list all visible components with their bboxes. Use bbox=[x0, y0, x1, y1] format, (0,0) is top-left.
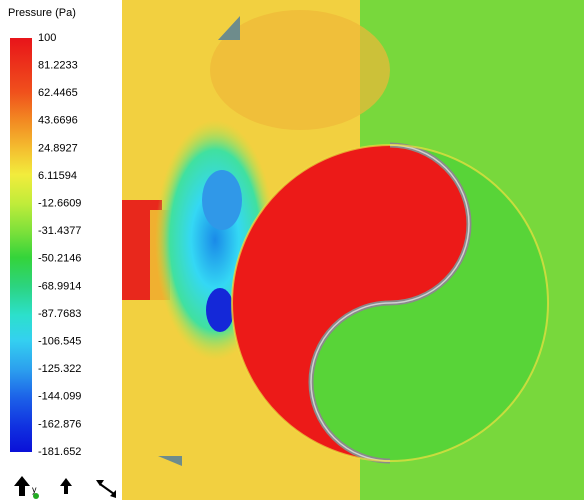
color-bar bbox=[10, 38, 32, 452]
axis-triad: y bbox=[14, 476, 116, 499]
legend-label: -162.876 bbox=[38, 418, 81, 430]
legend-labels: 100 81.2233 62.4465 43.6696 24.8927 6.11594 -1… bbox=[38, 32, 81, 458]
legend-label: -125.322 bbox=[38, 363, 81, 375]
legend-label: -68.9914 bbox=[38, 280, 81, 292]
axis-label: y bbox=[32, 484, 37, 494]
legend-label: 100 bbox=[38, 32, 56, 44]
legend-label: -50.2146 bbox=[38, 253, 81, 265]
legend-label: 6.11594 bbox=[38, 170, 77, 182]
legend-label: 62.4465 bbox=[38, 87, 78, 99]
legend-label: -12.6609 bbox=[38, 198, 81, 210]
legend-label: -87.7683 bbox=[38, 308, 81, 320]
legend-label: 43.6696 bbox=[38, 115, 78, 127]
legend-label: -181.652 bbox=[38, 446, 81, 458]
legend-label: -31.4377 bbox=[38, 225, 81, 237]
legend-label: -144.099 bbox=[38, 391, 81, 403]
contour-field bbox=[122, 0, 584, 500]
legend-label: 24.8927 bbox=[38, 142, 78, 154]
legend-title: Pressure (Pa) bbox=[8, 7, 76, 19]
legend-label: 81.2233 bbox=[38, 60, 78, 72]
legend-label: -106.545 bbox=[38, 336, 81, 348]
